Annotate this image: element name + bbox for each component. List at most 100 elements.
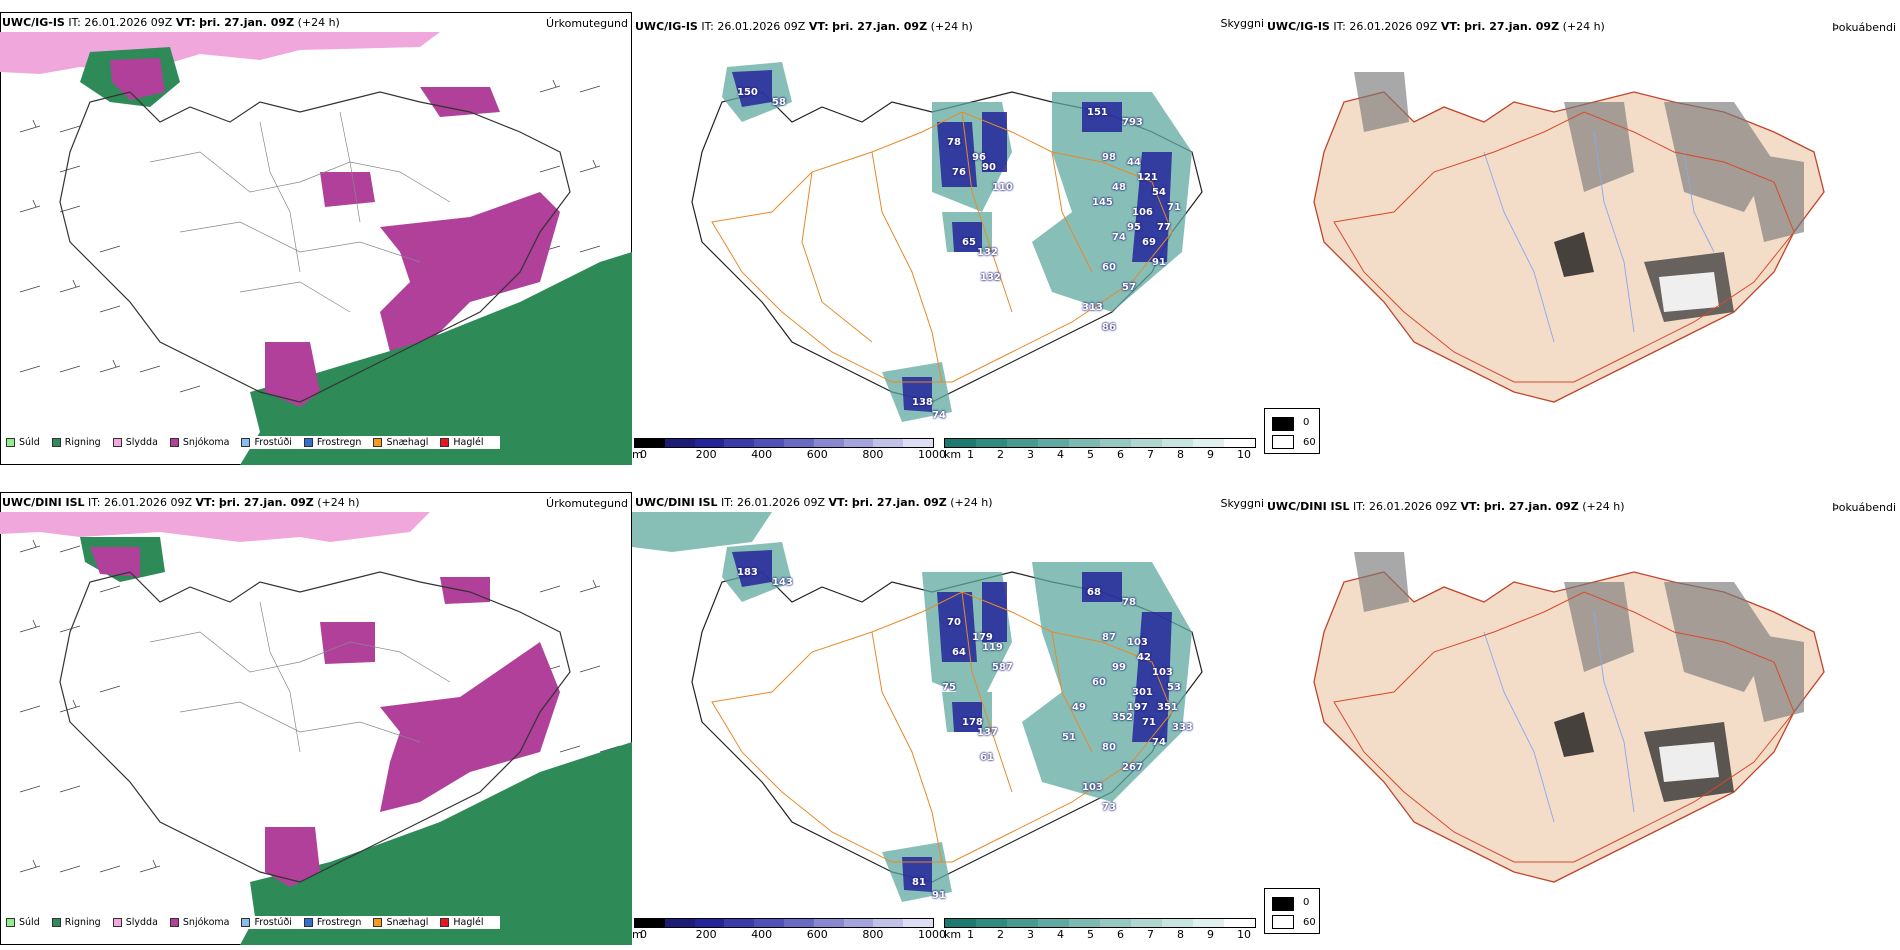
visibility-title: Skyggni [1220, 497, 1264, 510]
elevation-tick: 1000 [918, 928, 946, 941]
visibility-point-label: 96 [972, 152, 986, 163]
fog-title: Þokuábendi [1832, 501, 1896, 514]
visibility-point-label: 301 [1132, 687, 1153, 698]
it-label: IT: [1353, 500, 1366, 513]
visibility-point-label: 70 [947, 617, 961, 628]
snjokoma-area-center [320, 172, 375, 207]
precip-panel-2: UWC/DINI ISL IT: 26.01.2026 09Z VT: þri.… [0, 492, 632, 945]
road-network [711, 591, 1173, 863]
visibility-point-label: 98 [1102, 152, 1116, 163]
snjokoma-area-south [265, 342, 320, 407]
precip-map-2 [0, 512, 632, 945]
visibility-tick: 5 [1087, 928, 1094, 941]
vt-label: VT: [175, 16, 196, 29]
visibility-point-label: 121 [1137, 172, 1158, 183]
legend-item-frostudi: Frostúði [241, 917, 292, 928]
visibility-point-label: 64 [952, 647, 966, 658]
legend-item-slydda: Slydda [112, 917, 158, 928]
visibility-color-step [976, 919, 1007, 927]
visibility-point-label: 54 [1152, 187, 1166, 198]
elevation-color-step [843, 919, 874, 927]
elevation-color-step [724, 919, 755, 927]
visibility-tick: 9 [1207, 928, 1214, 941]
snjokoma-area-nw [110, 58, 165, 100]
model-name: UWC/IG-IS [635, 20, 698, 33]
elevation-color-step [903, 919, 933, 927]
visibility-point-label: 80 [1102, 742, 1116, 753]
visibility-point-label: 103 [1082, 782, 1103, 793]
visibility-color-step [945, 439, 976, 447]
visibility-panel-1: UWC/IG-IS IT: 26.01.2026 09Z VT: þri. 27… [632, 12, 1264, 465]
visibility-point-label: 151 [1087, 107, 1108, 118]
visibility-point-label: 313 [1082, 302, 1103, 313]
visibility-tick: 10 [1237, 928, 1251, 941]
fog-header-1: UWC/IG-IS IT: 26.01.2026 09Z VT: þri. 27… [1267, 21, 1605, 33]
fog-map-2 [1313, 552, 1825, 883]
visibility-point-label: 333 [1172, 722, 1193, 733]
vt-value: þri. 27.jan. 09Z [851, 496, 947, 509]
elevation-color-step [635, 919, 665, 927]
elevation-tick: 200 [695, 928, 717, 941]
visibility-color-step [1193, 919, 1224, 927]
visibility-point-label: 352 [1112, 712, 1133, 723]
elevation-tick: 1000 [918, 448, 946, 461]
visibility-point-label: 57 [1122, 282, 1136, 293]
visibility-point-label: 77 [1157, 222, 1171, 233]
snjokoma-area-ne [420, 87, 500, 117]
visibility-point-label: 73 [1102, 802, 1116, 813]
legend-swatch [6, 438, 15, 447]
fog-dark-area [1554, 232, 1594, 277]
fog-legend-1: 0 60 [1264, 408, 1320, 454]
precip-panel-1: UWC/IG-IS IT: 26.01.2026 09Z VT: þri. 27… [0, 12, 632, 465]
visibility-point-label: 58 [772, 97, 786, 108]
visibility-tick: 3 [1027, 928, 1034, 941]
visibility-map-2 [632, 512, 1203, 902]
visibility-colorbar [944, 438, 1256, 448]
visibility-point-label: 78 [1122, 597, 1136, 608]
it-label: IT: [1333, 20, 1346, 33]
elevation-unit: m [632, 928, 643, 941]
precip-header-1: UWC/IG-IS IT: 26.01.2026 09Z VT: þri. 27… [2, 17, 340, 29]
it-label: IT: [701, 20, 714, 33]
visibility-point-label: 150 [737, 87, 758, 98]
visibility-point-label: 75 [942, 682, 956, 693]
visibility-color-step [1038, 919, 1069, 927]
visibility-color-step [1224, 919, 1255, 927]
precip-legend: Súld Rigning Slydda Snjókoma Frostúði Fr… [2, 916, 500, 929]
elevation-tick: 800 [862, 448, 884, 461]
visibility-point-label: 106 [1132, 207, 1153, 218]
visibility-colorbar [944, 918, 1256, 928]
legend-swatch [440, 438, 450, 447]
visibility-point-label: 132 [977, 247, 998, 258]
visibility-point-label: 60 [1102, 262, 1116, 273]
legend-item-slydda: Slydda [112, 437, 158, 448]
legend-swatch [169, 438, 179, 447]
legend-item-hagel: Haglél [440, 917, 484, 928]
legend-item-sud: Súld [6, 437, 40, 448]
visibility-color-step [1069, 439, 1100, 447]
legend-item-sud: Súld [6, 917, 40, 928]
elevation-color-step [635, 439, 665, 447]
fog-swatch-dark [1272, 417, 1294, 431]
elevation-color-step [843, 439, 874, 447]
visibility-point-label: 42 [1137, 652, 1151, 663]
visibility-header-2: UWC/DINI ISL IT: 26.01.2026 09Z VT: þri.… [635, 497, 993, 509]
elevation-color-step [664, 919, 695, 927]
visibility-point-label: 138 [912, 397, 933, 408]
it-label: IT: [721, 496, 734, 509]
vt-value: þri. 27.jan. 09Z [1464, 20, 1560, 33]
mountain-areas [732, 70, 1172, 412]
visibility-tick: 2 [997, 448, 1004, 461]
rigning-area-south [240, 742, 632, 945]
visibility-tick: 5 [1087, 448, 1094, 461]
fog-swatch-light [1272, 915, 1294, 929]
visibility-point-label: 793 [1122, 117, 1143, 128]
vt-value: þri. 27.jan. 09Z [199, 16, 295, 29]
legend-item-rigning: Rigning [51, 437, 101, 448]
visibility-point-label: 51 [1062, 732, 1076, 743]
visibility-tick: 4 [1057, 928, 1064, 941]
lead-time: (+24 h) [1582, 500, 1625, 513]
it-label: IT: [68, 16, 81, 29]
elevation-tick: 200 [695, 448, 717, 461]
fog-dark-area [1554, 712, 1594, 757]
